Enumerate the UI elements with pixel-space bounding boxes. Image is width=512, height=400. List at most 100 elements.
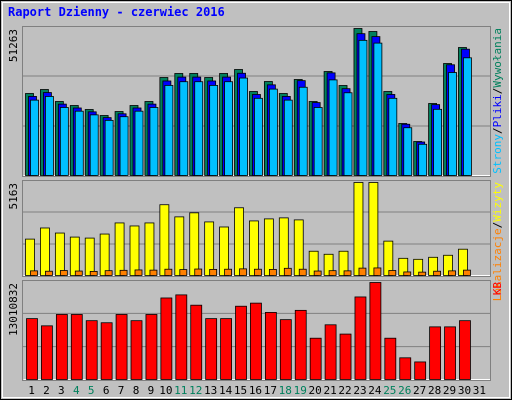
bar: [30, 99, 39, 176]
x-tick-label: 26: [398, 384, 411, 397]
bar: [268, 88, 278, 176]
chart-title: Raport Dzienny - czerwiec 2016: [8, 5, 225, 19]
x-tick-label: 9: [148, 384, 155, 397]
bar: [220, 318, 232, 380]
bar: [224, 268, 232, 276]
bar: [205, 318, 218, 380]
bar: [144, 222, 155, 276]
bar: [328, 79, 338, 176]
bar: [343, 270, 352, 276]
bar: [373, 42, 383, 176]
bar: [373, 267, 382, 276]
y-max-label: 13010832: [7, 283, 20, 336]
x-tick-label: 11: [174, 384, 187, 397]
legend-entry: Wywołania: [491, 28, 504, 88]
legend: Lokalizacje/Wizyty: [491, 182, 504, 302]
bar: [414, 361, 427, 380]
bar: [99, 233, 110, 276]
bar: [164, 85, 174, 176]
bar: [458, 248, 468, 276]
legend-entry: Pliki: [491, 94, 504, 127]
bar: [338, 250, 349, 276]
bar: [313, 107, 323, 176]
bar: [194, 268, 203, 276]
legend-separator: /: [491, 127, 504, 134]
legend: Strony/Pliki/Wywołania: [491, 28, 504, 174]
bar: [100, 322, 113, 380]
bar: [239, 77, 248, 176]
bar: [239, 268, 247, 276]
bar: [104, 119, 114, 176]
bar: [384, 337, 397, 380]
x-tick-label: 14: [219, 384, 233, 397]
bar: [279, 319, 292, 380]
bar: [283, 99, 293, 176]
legend-separator: /: [491, 222, 504, 229]
y-max-label: 5163: [7, 183, 20, 210]
bar: [59, 270, 68, 276]
bar: [59, 107, 69, 176]
legend-entry: KB: [491, 282, 504, 296]
bar: [190, 304, 203, 380]
bar: [209, 85, 219, 176]
bar: [160, 297, 173, 380]
bar: [403, 127, 413, 176]
bar: [383, 240, 394, 276]
bar: [30, 270, 38, 276]
bar: [459, 320, 471, 380]
bar: [428, 256, 439, 276]
bar: [343, 92, 353, 176]
bar: [204, 221, 215, 276]
bar: [268, 268, 277, 276]
x-tick-label: 19: [294, 384, 307, 397]
legend-entry: Lokalizacje: [491, 228, 504, 301]
bar: [89, 114, 99, 176]
bar: [69, 236, 80, 276]
bar: [55, 314, 68, 380]
bar: [264, 312, 277, 380]
bar: [398, 257, 409, 276]
bar: [358, 39, 368, 176]
x-tick-label: 18: [279, 384, 292, 397]
bar: [145, 314, 158, 380]
x-tick-label: 20: [309, 384, 322, 397]
bar: [309, 337, 322, 380]
bar: [224, 81, 233, 176]
bar: [129, 225, 140, 276]
bar: [45, 270, 53, 276]
legend-entry: Wizyty: [491, 182, 504, 222]
bar: [159, 204, 170, 276]
bar: [254, 268, 262, 276]
bar: [443, 254, 453, 276]
bar: [194, 81, 204, 176]
bar: [85, 320, 98, 380]
bar: [45, 96, 54, 176]
x-tick-label: 10: [159, 384, 172, 397]
x-tick-label: 6: [103, 384, 110, 397]
bar: [219, 226, 229, 276]
x-tick-label: 7: [118, 384, 125, 397]
bar: [84, 237, 95, 276]
bar: [254, 97, 263, 176]
bar: [134, 110, 144, 176]
bar: [369, 282, 382, 380]
bar: [308, 250, 319, 276]
x-tick-label: 4: [73, 384, 80, 397]
x-tick-label: 28: [428, 384, 441, 397]
x-tick-label: 15: [234, 384, 247, 397]
bar: [463, 269, 471, 276]
x-tick-label: 16: [249, 384, 262, 397]
bar: [294, 309, 307, 380]
bar: [418, 271, 427, 276]
legend: KB: [491, 282, 504, 296]
bar: [433, 108, 443, 176]
bar: [115, 314, 128, 380]
bar: [278, 217, 289, 276]
bar: [388, 270, 397, 276]
bar: [354, 296, 367, 380]
x-tick-label: 27: [413, 384, 426, 397]
bar: [40, 227, 50, 276]
bar: [41, 325, 53, 380]
x-tick-label: 8: [133, 384, 140, 397]
